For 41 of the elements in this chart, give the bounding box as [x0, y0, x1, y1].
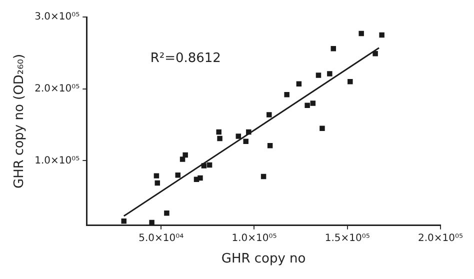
point — [154, 180, 160, 186]
point — [216, 129, 222, 135]
point — [284, 92, 290, 98]
point — [310, 100, 316, 106]
point — [327, 71, 332, 76]
point — [206, 162, 212, 168]
point — [260, 174, 266, 180]
x-axis-title: GHR copy no — [221, 252, 306, 267]
point — [304, 102, 310, 108]
point — [201, 163, 207, 168]
point — [154, 173, 160, 178]
x-tick-label: 2.0×10⁰⁵ — [418, 232, 464, 244]
point — [358, 30, 364, 36]
point — [217, 136, 222, 142]
point — [236, 134, 242, 139]
point — [330, 46, 336, 52]
point — [243, 138, 248, 144]
point — [320, 126, 325, 132]
point — [175, 172, 181, 178]
point — [180, 156, 186, 162]
point — [316, 72, 322, 78]
y-tick-label: 1.0×10⁰⁵ — [34, 155, 80, 166]
annotation: R²=0.8612 — [150, 51, 221, 66]
y-axis-title: GHR copy no (OD₂₆₀) — [12, 54, 28, 188]
point — [372, 51, 378, 56]
point — [266, 112, 272, 118]
point — [149, 220, 154, 226]
point — [379, 32, 384, 38]
x-tick-label: 1.5×10⁰⁵ — [324, 232, 370, 244]
x-tick-label: 5.0×10⁰⁴ — [138, 232, 184, 244]
point — [164, 210, 170, 216]
y-tick-label: 2.0×10⁰⁵ — [34, 83, 80, 94]
point — [296, 81, 302, 86]
point — [348, 79, 353, 84]
point — [267, 143, 273, 148]
point — [246, 129, 252, 135]
y-tick-label: 3.0×10⁰⁵ — [34, 12, 80, 23]
point — [198, 175, 203, 181]
point — [121, 218, 126, 224]
x-tick-label: 1.0×10⁰⁵ — [232, 232, 277, 244]
point — [182, 152, 188, 158]
